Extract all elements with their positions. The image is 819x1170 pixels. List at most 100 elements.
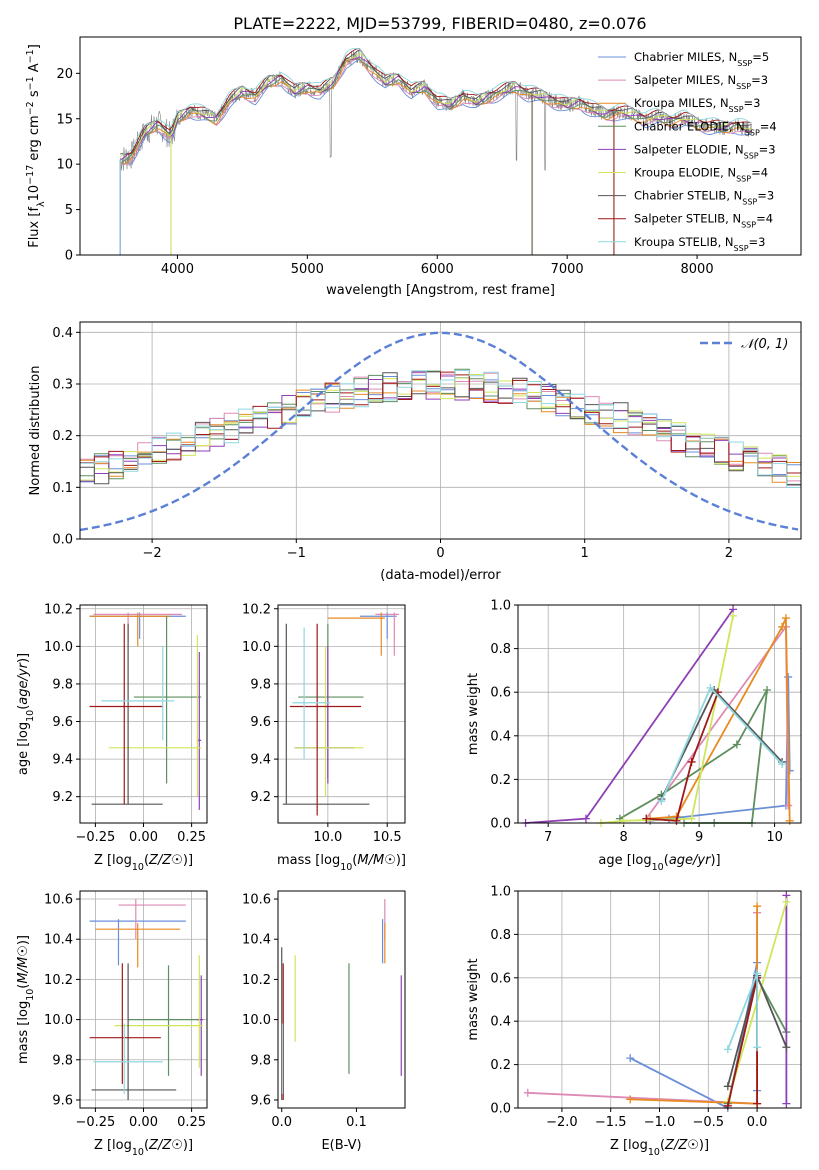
x-tick-label: 0.1	[346, 1115, 367, 1130]
weight-point-marker	[626, 1095, 635, 1104]
x-tick-label: 0.00	[129, 830, 158, 845]
x-axis-label: mass [log10(M/M☉)]	[277, 853, 406, 873]
weight-series-line	[646, 691, 719, 822]
weight-point-marker	[753, 1043, 762, 1052]
model-fit-line	[120, 47, 752, 155]
spectrum-panel: 4000 5000 6000 7000 8000 0 5 10 15 20 Chabrier MIL…	[25, 36, 802, 298]
weight-point-marker	[523, 1088, 532, 1097]
plot-frame	[517, 890, 802, 1109]
age-vs-metallicity-panel: −0.25 0.00 0.25 9.2 9.4 9.6 9.8 10.0 10.2 Z [log1…	[16, 602, 208, 873]
legend-label: Kroupa ELODIE, NSSP=4	[634, 166, 768, 184]
legend-label: Salpeter ELODIE, NSSP=3	[634, 142, 776, 160]
weight-point-marker	[581, 814, 590, 823]
y-tick-label: 9.6	[250, 1093, 271, 1108]
legend-label: 𝒩(0, 1)	[741, 337, 788, 352]
weight-point-marker	[784, 672, 793, 681]
y-tick-label: 0.1	[52, 481, 73, 496]
y-tick-label: 9.8	[52, 677, 73, 692]
y-axis-label: Normed distribution	[28, 366, 43, 496]
residual-histogram	[80, 370, 801, 488]
y-tick-label: 0.2	[490, 773, 511, 788]
y-tick-label: 9.8	[250, 677, 271, 692]
y-tick-label: 10.0	[242, 1013, 271, 1028]
y-tick-label: 0	[65, 249, 73, 264]
x-axis-label: Z [log10(Z/Z☉)]	[94, 1138, 193, 1158]
weight-point-marker	[732, 740, 741, 749]
y-tick-label: 10.6	[44, 893, 73, 908]
x-tick-label: −2	[143, 546, 162, 561]
y-axis-label: mass weight	[466, 958, 481, 1040]
weight-point-marker	[687, 814, 696, 823]
y-tick-label: 10.0	[44, 1013, 73, 1028]
y-tick-label: 10.4	[44, 933, 73, 948]
weight-point-marker	[785, 816, 794, 825]
x-tick-label: 0.0	[747, 1115, 768, 1130]
spectrum-plot-area	[119, 47, 752, 255]
y-tick-label: 10.2	[242, 973, 271, 988]
weight-point-marker	[782, 897, 791, 906]
x-tick-label: 0.25	[177, 1115, 206, 1130]
y-tick-label: 0.6	[490, 686, 511, 701]
x-axis-label: Z [log10(Z/Z☉)]	[94, 853, 193, 873]
y-tick-label: 9.2	[250, 790, 271, 805]
y-tick-label: 15	[56, 112, 73, 127]
x-tick-label: 1	[581, 546, 589, 561]
y-tick-label: 9.6	[52, 1093, 73, 1108]
y-tick-label: 1.0	[490, 885, 511, 900]
x-tick-label: 7000	[551, 262, 584, 277]
legend-label: Chabrier STELIB, NSSP=3	[634, 189, 774, 207]
y-axis-label: mass [log10(M/M☉)]	[16, 935, 36, 1064]
y-tick-label: 1.0	[490, 599, 511, 614]
y-tick-label: 9.2	[52, 790, 73, 805]
x-tick-label: 0.00	[129, 1115, 158, 1130]
weight-point-marker	[729, 611, 738, 620]
weight-point-marker	[626, 1054, 635, 1063]
x-tick-label: 0.0	[271, 1115, 292, 1130]
y-tick-label: 10.0	[242, 640, 271, 655]
y-tick-label: 0.2	[490, 1058, 511, 1073]
weight-point-marker	[753, 1099, 762, 1108]
weight-point-marker	[657, 797, 666, 806]
age-vs-mass-panel: 10.0 10.5 9.2 9.4 9.6 9.8 10.0 10.2 mass [log10(…	[242, 602, 406, 872]
legend-label: Kroupa MILES, NSSP=3	[634, 96, 760, 114]
weight-point-marker	[753, 969, 762, 978]
x-axis-label: E(B-V)	[321, 1138, 361, 1153]
x-tick-label: 2	[725, 546, 733, 561]
y-tick-label: 10.2	[44, 973, 73, 988]
weight-series-line	[629, 962, 758, 1110]
weight-point-marker	[782, 1043, 791, 1052]
x-axis-label: (data-model)/error	[380, 568, 501, 583]
mass-vs-metallicity-panel: −0.25 0.00 0.25 9.6 9.8 10.0 10.2 10.4 10.6 Z [lo…	[16, 890, 208, 1158]
y-tick-label: 0.4	[490, 729, 511, 744]
weight-point-marker	[781, 614, 790, 623]
y-tick-label: 10.0	[44, 640, 73, 655]
legend-label: Salpeter STELIB, NSSP=4	[634, 212, 773, 230]
y-tick-label: 10.4	[242, 933, 271, 948]
residuals-panel: −2 −1 0 1 2 0.0 0.1 0.2 0.3 0.4 𝒩(0, 1) (data-model…	[28, 321, 802, 583]
y-tick-label: 0.6	[490, 971, 511, 986]
y-tick-label: 0.0	[490, 817, 511, 832]
weight-series-line	[660, 686, 783, 802]
x-tick-label: 0	[436, 546, 444, 561]
weight-point-marker	[753, 902, 762, 911]
y-axis-label: Flux [fλ10−17 erg cm−2 s−1 A−1]	[25, 44, 47, 248]
weight-point-marker	[687, 757, 696, 766]
y-tick-label: 0.8	[490, 928, 511, 943]
y-tick-label: 20	[56, 67, 73, 82]
weight-point-marker	[784, 801, 793, 810]
y-tick-label: 10.2	[44, 602, 73, 617]
weight-point-marker	[778, 760, 787, 769]
y-tick-label: 10	[56, 158, 73, 173]
x-tick-label: 8	[620, 830, 628, 845]
y-tick-label: 5	[65, 203, 73, 218]
y-tick-label: 9.8	[52, 1053, 73, 1068]
weight-series-line	[630, 906, 758, 1105]
plot-frame	[79, 321, 802, 540]
weight-point-marker	[706, 683, 715, 692]
model-fit-line	[120, 58, 752, 165]
x-tick-label: 5000	[291, 262, 324, 277]
legend-label: Chabrier MILES, NSSP=5	[634, 50, 769, 68]
x-tick-label: −1	[287, 546, 306, 561]
mass-vs-ebv-panel: 0.0 0.1 9.6 9.8 10.0 10.2 10.4 10.6 E(B-V)	[242, 890, 406, 1153]
